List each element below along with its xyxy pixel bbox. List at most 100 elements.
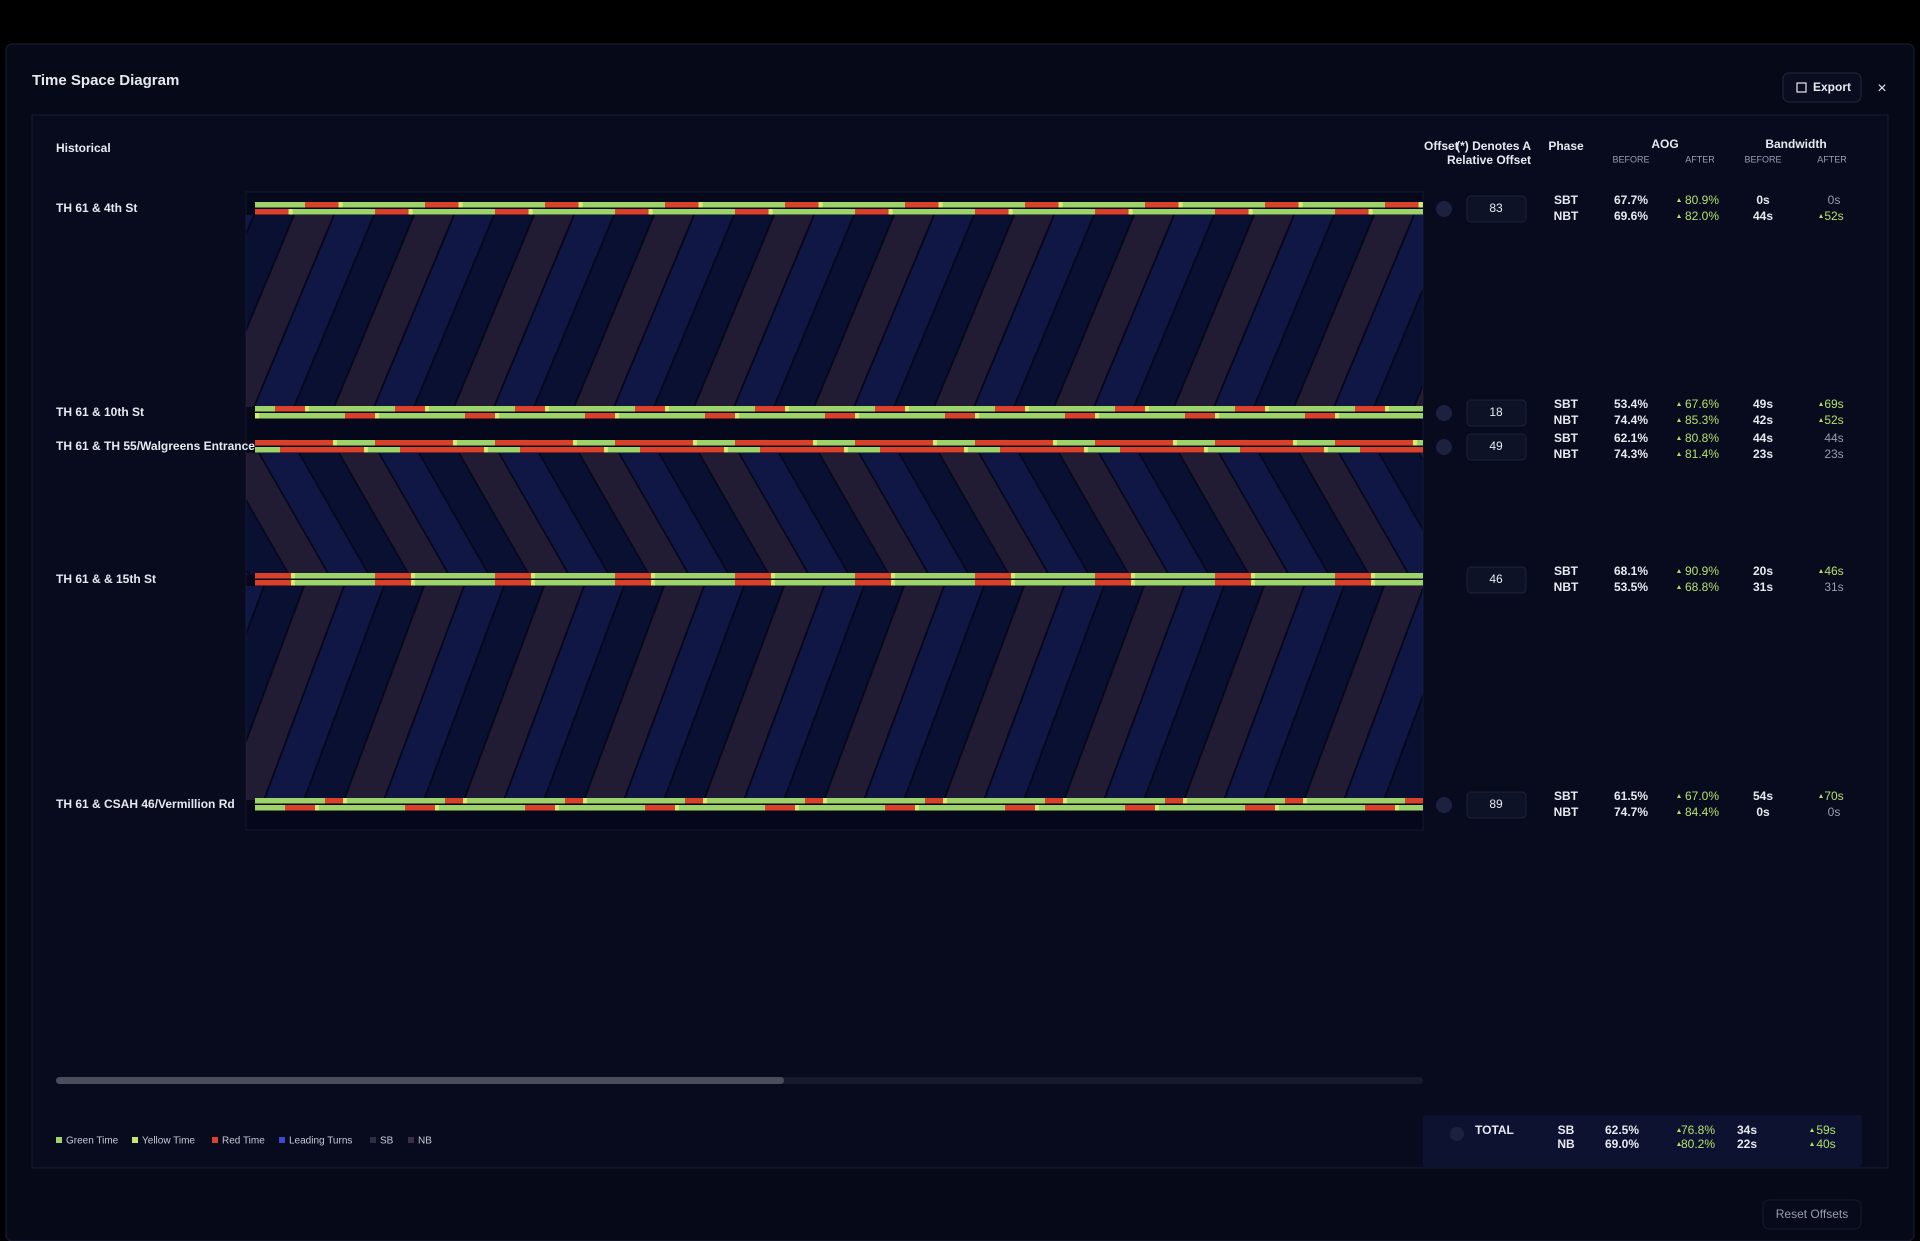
aog-before: 74.3% [1614, 447, 1648, 461]
yellow-time [578, 202, 583, 208]
offset-note: (*) Denotes A [1456, 139, 1531, 153]
export-label[interactable]: Export [1813, 80, 1851, 94]
total-reset-icon[interactable] [1450, 1127, 1464, 1141]
up-arrow [1677, 569, 1681, 573]
red-time [615, 573, 651, 579]
yellow-time [495, 413, 499, 419]
band [1305, 586, 1423, 800]
band [505, 586, 623, 800]
bw-before: 31s [1753, 580, 1773, 594]
phase: SBT [1554, 789, 1579, 803]
yellow-time [1204, 447, 1208, 453]
aog-before: 69.6% [1614, 209, 1648, 223]
bw-before: 0s [1756, 805, 1770, 819]
reset-offset-icon[interactable] [1436, 797, 1452, 813]
band [246, 215, 253, 232]
red-time [545, 202, 579, 208]
red-time [495, 580, 531, 586]
offset-input[interactable] [1466, 195, 1527, 223]
yellow-time [975, 413, 979, 419]
band [246, 215, 333, 407]
close-button[interactable]: × [1877, 80, 1886, 97]
yellow-time [1335, 413, 1339, 419]
yellow-time [724, 447, 728, 453]
band [775, 215, 893, 407]
offset-input[interactable] [1466, 566, 1527, 594]
band [335, 215, 453, 407]
yellow-time [891, 580, 895, 586]
section-label: Historical [56, 141, 111, 155]
up-arrow [1677, 1128, 1681, 1132]
yellow-time [888, 209, 893, 215]
reset-offsets-button[interactable] [1762, 1199, 1862, 1230]
red-time [1215, 440, 1293, 446]
offset-input[interactable] [1466, 433, 1527, 461]
yellow-time [1145, 406, 1149, 412]
red-time [1215, 573, 1251, 579]
aog-after: 82.0% [1685, 209, 1719, 223]
aog-before: 62.1% [1614, 431, 1648, 445]
red-time [375, 440, 453, 446]
reset-offset-icon[interactable] [1436, 405, 1452, 421]
red-time [1000, 447, 1084, 453]
red-time [280, 447, 364, 453]
legend-label: Yellow Time [142, 1136, 195, 1147]
aog-before: 74.4% [1614, 413, 1648, 427]
offset-value[interactable]: 83 [1489, 201, 1503, 215]
yellow-time [425, 406, 429, 412]
red-time [1360, 447, 1423, 453]
offset-value[interactable]: 18 [1489, 405, 1503, 419]
yellow-time [1303, 798, 1307, 804]
red-time [760, 447, 844, 453]
band [1340, 453, 1423, 575]
band [295, 215, 413, 407]
offset-input[interactable] [1466, 791, 1527, 819]
yellow-time [1178, 202, 1183, 208]
phase: SBT [1554, 193, 1579, 207]
red-time [1095, 440, 1173, 446]
yellow-time [648, 209, 653, 215]
band [255, 215, 373, 407]
reset-offset-icon[interactable] [1436, 201, 1452, 217]
yellow-time [1095, 413, 1099, 419]
red-time [755, 406, 785, 412]
up-arrow [1819, 402, 1823, 406]
band [900, 453, 1008, 575]
offset-value[interactable]: 89 [1489, 797, 1503, 811]
band [1255, 215, 1373, 407]
red-time [995, 406, 1025, 412]
legend-swatch [132, 1137, 138, 1143]
band [1380, 453, 1423, 528]
offset-value[interactable]: 49 [1489, 439, 1503, 453]
band [860, 453, 968, 575]
bw-before: 49s [1753, 397, 1773, 411]
offset-value[interactable]: 46 [1489, 572, 1503, 586]
reset-offset-icon[interactable] [1436, 439, 1452, 455]
yellow-time [1371, 573, 1375, 579]
yellow-time [818, 202, 823, 208]
bw-after: 70s [1824, 789, 1843, 803]
red-time [665, 202, 699, 208]
scrollbar-thumb[interactable] [56, 1077, 784, 1084]
intersection-name: TH 61 & TH 55/Walgreens Entrance [56, 439, 255, 453]
band [945, 586, 1063, 800]
reset-offsets-label[interactable]: Reset Offsets [1776, 1207, 1848, 1221]
aog-before: 53.4% [1614, 397, 1648, 411]
offset-input[interactable] [1466, 399, 1527, 427]
band [815, 215, 933, 407]
band [1020, 453, 1128, 575]
red-time [255, 440, 333, 446]
band [985, 586, 1103, 800]
red-time [375, 573, 411, 579]
band [540, 453, 648, 575]
yellow-time [291, 573, 295, 579]
band [780, 453, 888, 575]
red-time [255, 580, 291, 586]
red-time [1385, 202, 1419, 208]
yellow-time [411, 573, 415, 579]
band [1025, 586, 1143, 800]
yellow-time [1008, 209, 1013, 215]
band [825, 586, 943, 800]
export-button[interactable] [1782, 72, 1862, 103]
aog-after: 85.3% [1685, 413, 1719, 427]
